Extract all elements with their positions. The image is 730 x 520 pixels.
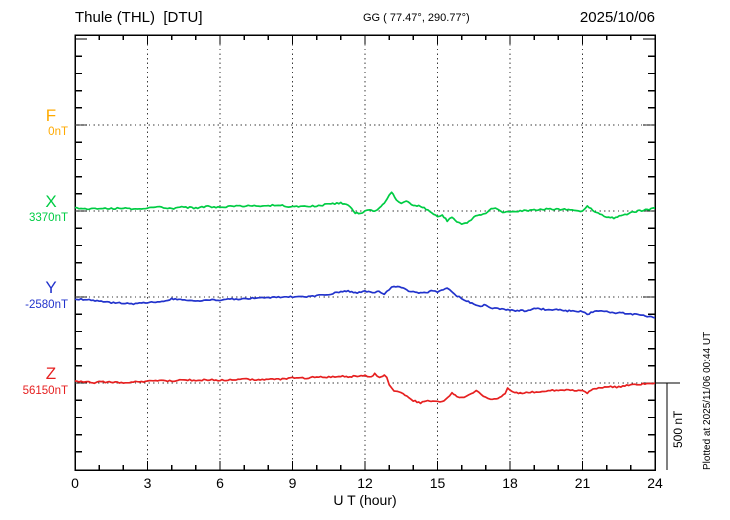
x-tick-label: 15 bbox=[429, 475, 446, 491]
channel-label-y: Y bbox=[45, 278, 57, 297]
channel-baseline-f: 0nT bbox=[48, 126, 68, 138]
x-tick-label: 0 bbox=[71, 475, 79, 491]
channel-label-z: Z bbox=[45, 364, 57, 383]
x-tick-label: 3 bbox=[143, 475, 152, 491]
channel-label-x: X bbox=[45, 192, 57, 211]
x-tick-label: 6 bbox=[216, 475, 224, 491]
geographic-coordinates: GG ( 77.47°, 290.77°) bbox=[363, 12, 470, 24]
x-axis-title: U T (hour) bbox=[333, 492, 397, 508]
x-tick-label: 12 bbox=[357, 475, 373, 491]
x-tick-label: 9 bbox=[288, 475, 297, 491]
channel-label-f: F bbox=[45, 106, 57, 125]
station-title: Thule (THL) [DTU] bbox=[75, 9, 203, 26]
x-tick-label: 21 bbox=[574, 475, 591, 491]
channel-baseline-x: 3370nT bbox=[28, 212, 68, 224]
x-tick-label: 18 bbox=[502, 475, 518, 491]
channel-baseline-z: 56150nT bbox=[22, 385, 68, 397]
channel-baseline-y: -2580nT bbox=[25, 299, 68, 311]
scale-bar-label: 500 nT bbox=[671, 410, 685, 448]
plotted-at-note: Plotted at 2025/11/06 00:44 UT bbox=[702, 331, 713, 470]
x-tick-label: 24 bbox=[647, 475, 663, 491]
plot-date: 2025/10/06 bbox=[579, 9, 655, 26]
